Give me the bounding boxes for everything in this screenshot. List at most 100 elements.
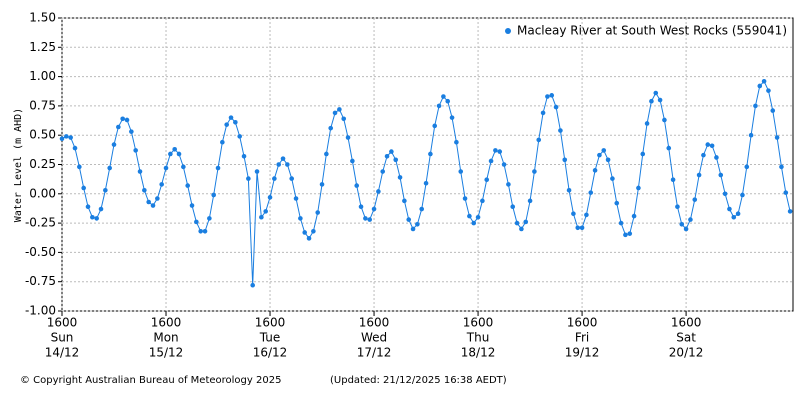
data-point [467, 213, 472, 219]
data-point [471, 220, 477, 226]
data-point [345, 135, 351, 140]
y-tick-label: 1.25 [29, 40, 56, 54]
data-point [133, 148, 138, 153]
y-tick-label: 0.50 [29, 128, 56, 142]
data-point [380, 169, 386, 174]
data-point [510, 204, 516, 209]
data-point [627, 231, 633, 236]
data-point [666, 145, 672, 151]
data-point [701, 152, 706, 158]
data-point [597, 152, 602, 158]
data-point [670, 177, 676, 183]
data-point [168, 151, 173, 157]
y-tick-label: 0.75 [29, 98, 56, 112]
data-point [68, 135, 73, 140]
legend-marker [505, 28, 511, 34]
data-point [766, 88, 771, 93]
data-point [428, 151, 433, 157]
data-point [358, 204, 364, 209]
data-point [124, 117, 130, 123]
data-point [475, 214, 481, 220]
data-point [81, 185, 86, 191]
data-point [341, 116, 347, 122]
data-point [111, 142, 117, 147]
x-tick-label: Tue [259, 331, 281, 345]
data-point [523, 219, 529, 225]
data-point [740, 192, 745, 198]
data-point [549, 93, 555, 98]
data-point [714, 155, 719, 160]
data-point [419, 206, 425, 212]
data-point [519, 226, 524, 232]
data-point [289, 176, 295, 181]
data-point [172, 146, 177, 152]
data-point [207, 216, 212, 221]
data-point [311, 229, 316, 234]
data-point [176, 151, 182, 157]
data-point [103, 187, 108, 193]
data-point [198, 229, 203, 234]
data-point [675, 204, 680, 209]
data-point [588, 190, 594, 195]
data-point [484, 177, 490, 183]
data-point [501, 162, 507, 167]
x-tick-label: Sun [51, 331, 74, 345]
data-point [246, 176, 251, 181]
data-point [748, 132, 754, 138]
data-point [328, 125, 334, 131]
data-point [306, 236, 312, 241]
x-tick-label: 1600 [567, 316, 598, 330]
data-point [259, 214, 264, 220]
data-point [462, 196, 468, 201]
x-tick-label: 16/12 [253, 346, 288, 360]
data-point [146, 199, 151, 205]
data-point [679, 221, 685, 227]
x-tick-label: 20/12 [669, 346, 704, 360]
updated-note: (Updated: 21/12/2025 16:38 AEDT) [330, 375, 507, 386]
data-point [298, 216, 303, 221]
data-point [753, 103, 758, 109]
data-point [185, 183, 190, 188]
data-point [545, 94, 550, 99]
data-point [302, 230, 308, 235]
data-point [319, 182, 325, 187]
data-point [181, 164, 186, 170]
data-point [367, 217, 373, 222]
y-tick-label: -0.75 [25, 274, 56, 288]
data-point [497, 149, 503, 154]
x-tick-label: 19/12 [565, 346, 600, 360]
data-point [454, 139, 459, 145]
x-tick-label: Mon [153, 331, 178, 345]
data-point [579, 225, 585, 231]
data-point [783, 190, 789, 195]
data-point [610, 176, 615, 181]
data-point [458, 169, 464, 174]
x-tick-label: Wed [361, 331, 387, 345]
x-tick-label: 17/12 [357, 346, 392, 360]
data-point [696, 172, 702, 178]
data-point [744, 164, 750, 170]
data-point [558, 128, 563, 133]
data-point [774, 135, 780, 140]
y-axis-label: Water Level (m AHD) [13, 108, 24, 222]
data-point [371, 206, 377, 212]
data-point [614, 200, 620, 206]
data-point [285, 162, 290, 167]
data-point [540, 110, 546, 116]
data-point [72, 145, 78, 151]
x-tick-label: 1600 [671, 316, 702, 330]
data-point [605, 157, 611, 163]
data-point [142, 187, 147, 193]
data-point [350, 158, 355, 164]
y-tick-label: 0.00 [29, 186, 56, 200]
x-tick-label: 1600 [151, 316, 182, 330]
data-point [120, 116, 125, 122]
data-point [250, 282, 255, 288]
data-point [636, 185, 641, 191]
data-point [376, 189, 381, 194]
data-point [220, 139, 225, 145]
data-point [137, 169, 143, 174]
data-point [393, 157, 399, 163]
data-point [293, 196, 299, 201]
data-point [94, 216, 99, 221]
